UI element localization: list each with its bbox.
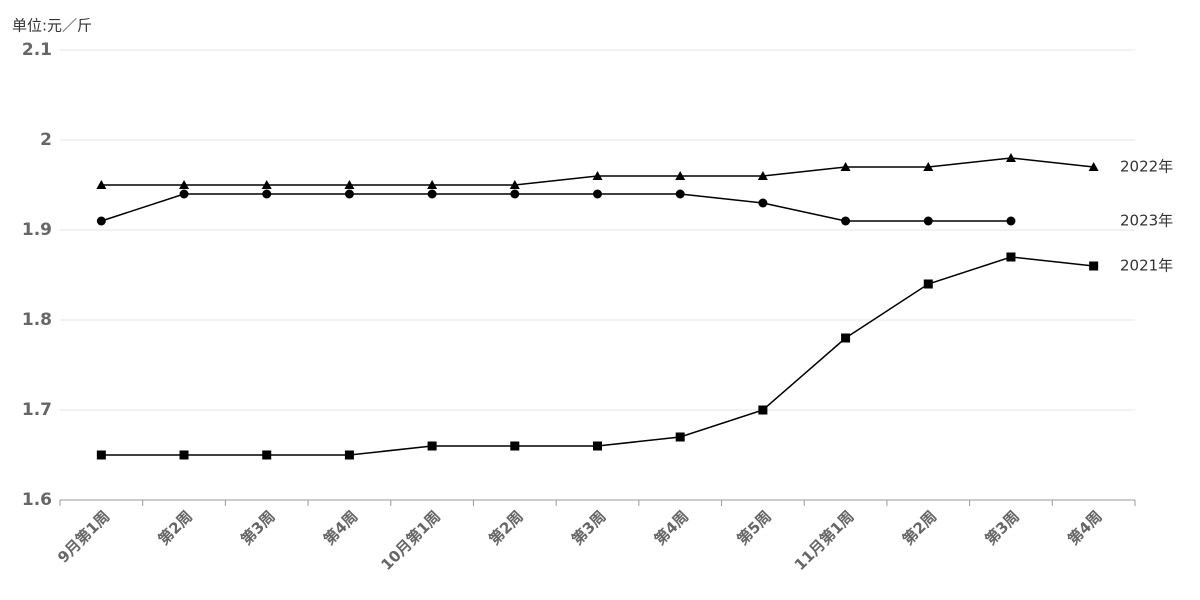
marker <box>841 333 851 343</box>
series-line <box>101 193 1011 222</box>
marker <box>179 189 189 199</box>
x-tick-label: 11月第1周 <box>791 507 858 574</box>
marker <box>509 180 520 189</box>
x-tick-label: 第3周 <box>237 507 278 548</box>
marker <box>758 405 768 415</box>
marker <box>1088 162 1099 171</box>
x-tick-label: 第4周 <box>320 507 361 548</box>
marker <box>96 180 107 189</box>
marker <box>840 162 851 171</box>
marker <box>841 216 851 226</box>
y-tick-label: 1.8 <box>22 310 52 330</box>
series-label: 2023年 <box>1120 212 1173 230</box>
marker <box>261 180 272 189</box>
y-tick-label: 2.1 <box>22 40 52 60</box>
marker <box>593 441 602 451</box>
x-tick-label: 第2周 <box>155 507 196 548</box>
y-tick-label: 1.7 <box>22 400 52 420</box>
marker <box>179 180 190 189</box>
marker <box>510 189 520 199</box>
marker <box>427 189 437 199</box>
y-tick-label: 1.9 <box>22 220 52 240</box>
marker <box>510 441 520 451</box>
marker <box>344 450 354 460</box>
marker <box>923 279 933 289</box>
marker <box>262 450 272 460</box>
series-label: 2022年 <box>1120 158 1173 176</box>
marker <box>757 171 768 180</box>
marker <box>923 216 933 226</box>
y-tick-label: 2 <box>40 130 52 150</box>
x-tick-label: 第5周 <box>734 507 775 548</box>
series-label: 2021年 <box>1120 257 1173 275</box>
marker <box>1006 216 1016 226</box>
marker <box>344 189 354 199</box>
marker <box>344 180 355 189</box>
marker <box>758 198 768 208</box>
marker <box>1089 261 1099 271</box>
marker <box>923 162 934 171</box>
marker <box>427 180 438 189</box>
marker <box>675 432 685 442</box>
marker <box>593 189 602 199</box>
x-tick-label: 第2周 <box>485 507 526 548</box>
marker <box>427 441 437 451</box>
marker <box>675 171 686 180</box>
x-tick-label: 9月第1周 <box>54 507 113 566</box>
x-tick-label: 第4周 <box>651 507 692 548</box>
marker <box>1006 252 1016 262</box>
marker <box>179 450 189 460</box>
marker <box>96 450 106 460</box>
marker <box>675 189 685 199</box>
marker <box>592 171 603 180</box>
x-tick-label: 第3周 <box>982 507 1023 548</box>
x-tick-label: 10月第1周 <box>377 507 444 574</box>
marker <box>262 189 272 199</box>
marker <box>96 216 106 226</box>
x-tick-label: 第2周 <box>899 507 940 548</box>
x-tick-label: 第3周 <box>568 507 609 548</box>
unit-label: 单位:元／斤 <box>12 17 92 35</box>
y-tick-label: 1.6 <box>22 490 52 510</box>
x-tick-label: 第4周 <box>1064 507 1105 548</box>
series-line <box>101 256 1094 456</box>
marker <box>1005 153 1016 162</box>
